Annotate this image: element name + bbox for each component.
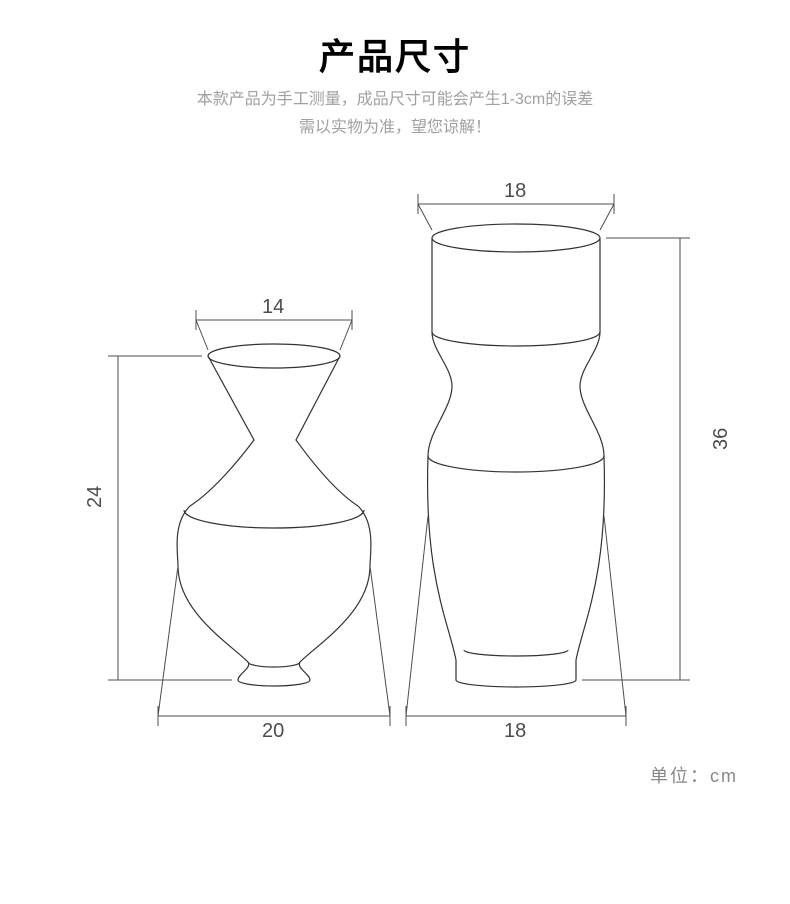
dimension-value: 18 — [504, 720, 526, 743]
dim-line — [340, 320, 352, 350]
vase-mouth — [432, 224, 600, 252]
vase-band — [428, 456, 604, 472]
vase-band — [248, 662, 300, 667]
dim-line — [604, 516, 626, 716]
dim-line — [196, 320, 208, 350]
dimension-value: 20 — [262, 720, 284, 743]
vase-band — [464, 650, 568, 656]
vase-outline — [580, 332, 604, 456]
dim-line — [158, 566, 178, 716]
vase-band — [238, 680, 310, 686]
vase-mouth — [208, 344, 340, 368]
dimension-value: 24 — [84, 486, 107, 508]
vase-outline — [428, 332, 452, 456]
vase-outline — [576, 456, 604, 680]
dimension-value: 18 — [504, 180, 526, 203]
vase-band — [432, 332, 600, 346]
vase-outline — [296, 356, 371, 680]
vase-outline — [428, 456, 456, 680]
dimension-value: 14 — [262, 296, 284, 319]
dim-line — [418, 204, 432, 230]
vase-band — [456, 680, 576, 687]
vase-band — [184, 510, 364, 528]
unit-label: 单位：cm — [650, 762, 738, 788]
dim-line — [600, 204, 614, 230]
dim-line — [406, 516, 428, 716]
dim-line — [370, 566, 390, 716]
dimension-value: 36 — [710, 428, 733, 450]
vase-outline — [177, 356, 254, 680]
